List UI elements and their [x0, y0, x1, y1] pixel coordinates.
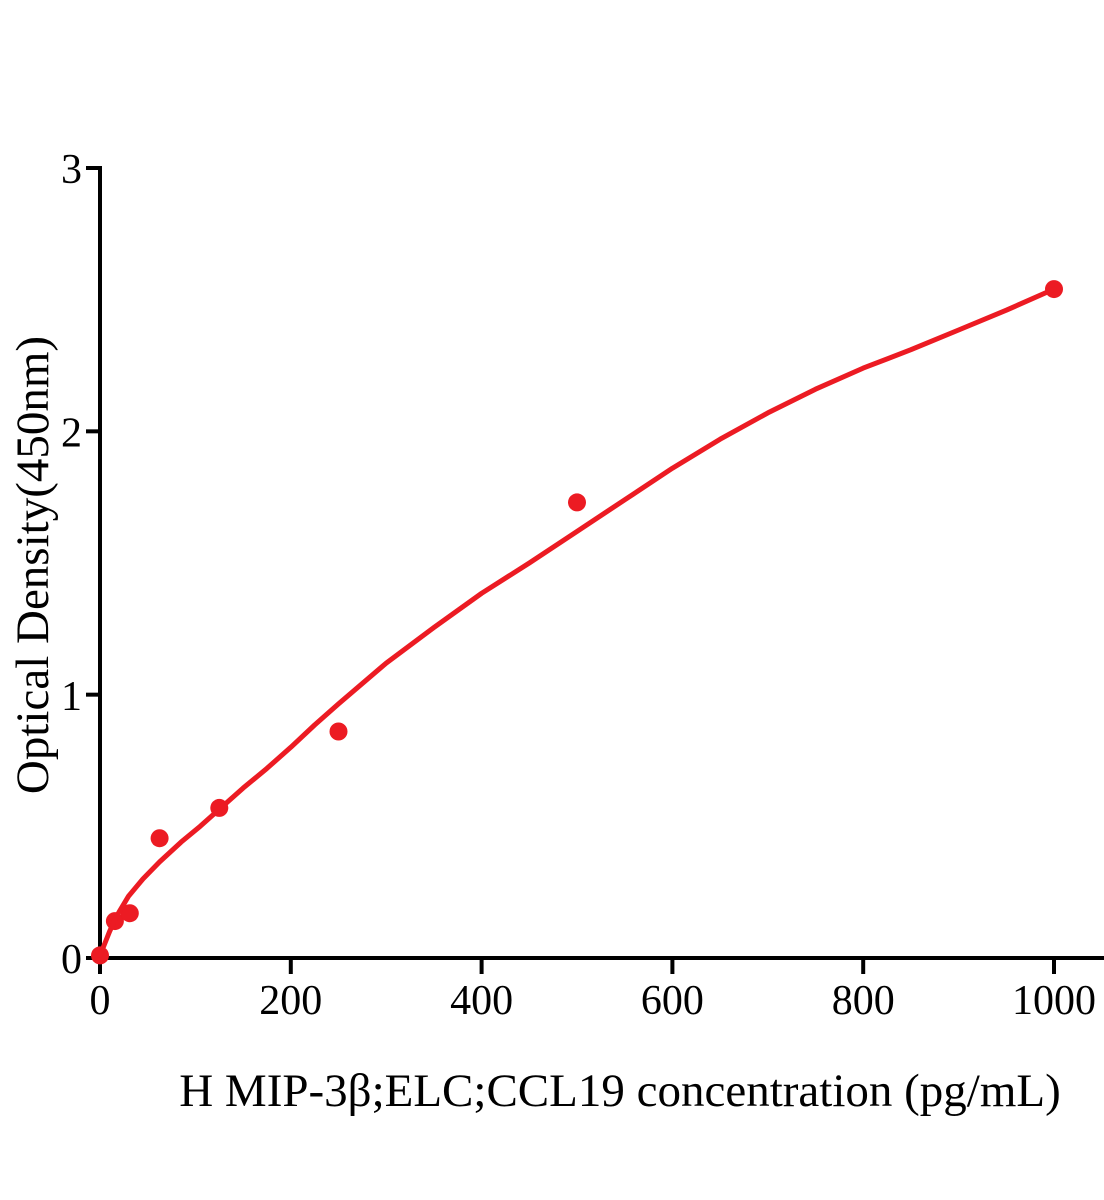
x-axis-title: H MIP-3β;ELC;CCL19 concentration (pg/mL)	[179, 1065, 1061, 1117]
data-point	[568, 493, 586, 512]
y-tick-label: 1	[61, 674, 82, 720]
y-tick-label: 3	[61, 147, 82, 193]
fitted-curve-line	[97, 286, 1057, 958]
x-tick-label: 400	[450, 978, 513, 1024]
x-tick-label: 800	[832, 978, 895, 1024]
y-axis-title: Optical Density(450nm)	[7, 335, 60, 795]
data-point	[329, 722, 348, 741]
axis-lines	[98, 166, 1104, 960]
x-tick-label: 600	[641, 978, 704, 1024]
x-tick-label: 1000	[1012, 978, 1096, 1024]
data-point	[120, 904, 139, 923]
data-point	[150, 829, 169, 848]
y-tick-label: 2	[61, 410, 82, 456]
x-tick-label: 0	[90, 978, 111, 1024]
x-tick-label: 200	[259, 978, 322, 1024]
y-tick-label: 0	[61, 937, 82, 983]
